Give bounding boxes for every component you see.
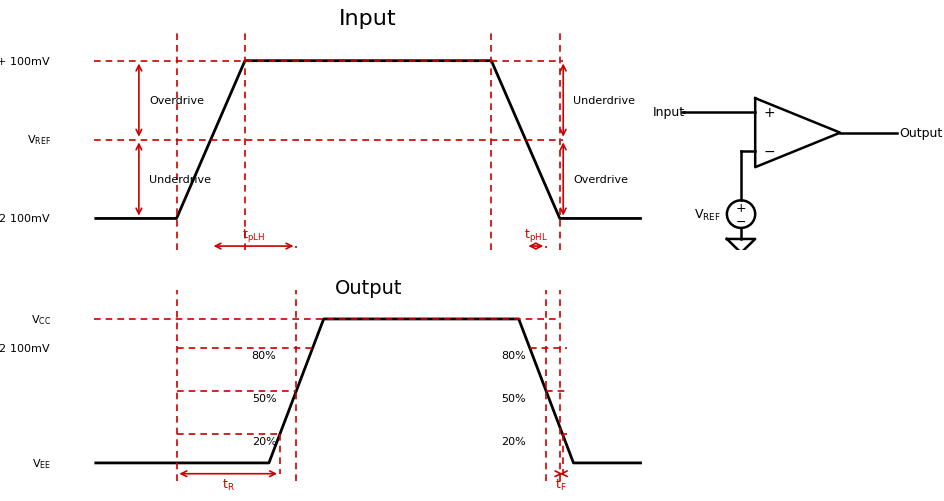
Text: +: +: [764, 106, 775, 120]
Text: 80%: 80%: [252, 350, 277, 360]
Text: 50%: 50%: [252, 393, 277, 403]
Text: Underdrive: Underdrive: [574, 96, 635, 106]
Text: $\mathregular{V_{REF}}$ \u2212 100mV: $\mathregular{V_{REF}}$ \u2212 100mV: [0, 212, 51, 226]
Text: Input: Input: [652, 106, 684, 119]
Text: 50%: 50%: [501, 393, 526, 403]
Text: 80%: 80%: [501, 350, 526, 360]
Text: −: −: [735, 215, 747, 228]
Text: $\mathregular{V_{REF}}$ \u2212 100mV: $\mathregular{V_{REF}}$ \u2212 100mV: [0, 341, 51, 355]
Text: 20%: 20%: [252, 436, 277, 446]
Text: $\mathregular{t_{pLH}}$: $\mathregular{t_{pLH}}$: [242, 226, 265, 243]
Text: $\mathregular{t_R}$: $\mathregular{t_R}$: [222, 477, 235, 492]
Text: $\mathregular{t_F}$: $\mathregular{t_F}$: [555, 477, 567, 492]
Text: $\mathregular{V_{REF}}$: $\mathregular{V_{REF}}$: [695, 207, 721, 222]
Text: Output: Output: [334, 279, 402, 298]
Text: Output: Output: [900, 127, 943, 140]
Text: Underdrive: Underdrive: [149, 175, 211, 185]
Text: $\mathregular{t_{pHL}}$: $\mathregular{t_{pHL}}$: [524, 226, 548, 243]
Text: Overdrive: Overdrive: [149, 96, 204, 106]
Text: 20%: 20%: [501, 436, 526, 446]
Text: $\mathregular{V_{CC}}$: $\mathregular{V_{CC}}$: [30, 313, 51, 326]
Text: +: +: [735, 201, 747, 214]
Text: $\mathregular{V_{EE}}$: $\mathregular{V_{EE}}$: [31, 456, 51, 470]
Title: Input: Input: [339, 9, 397, 29]
Text: $\mathregular{V_{REF}}$: $\mathregular{V_{REF}}$: [26, 133, 51, 147]
Text: −: −: [764, 144, 775, 158]
Text: Overdrive: Overdrive: [574, 175, 629, 185]
Text: $\mathregular{V_{REF}}$ + 100mV: $\mathregular{V_{REF}}$ + 100mV: [0, 55, 51, 69]
